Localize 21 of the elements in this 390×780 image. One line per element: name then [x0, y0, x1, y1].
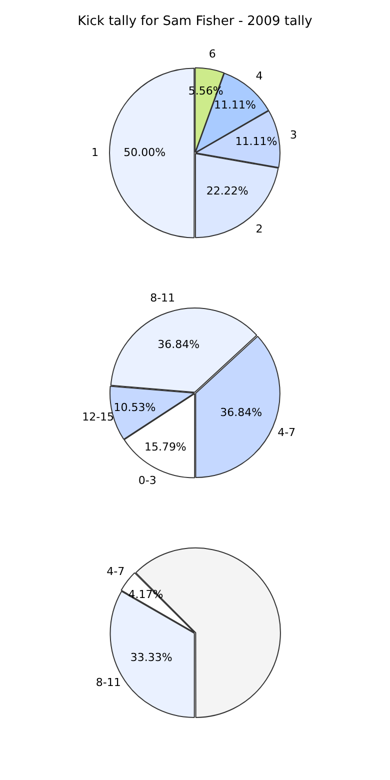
- slice-label: 3: [290, 128, 297, 142]
- slice-label: 8-11: [96, 676, 121, 689]
- data-label: 11.11%: [235, 135, 278, 148]
- data-label: 36.84%: [220, 406, 262, 420]
- data-label: 10.53%: [114, 401, 156, 414]
- data-label: 11.11%: [214, 98, 256, 112]
- data-label: 22.22%: [206, 184, 248, 198]
- data-label: 36.84%: [158, 338, 200, 352]
- slice-label: 4-7: [278, 426, 296, 440]
- slice-label: 0-3: [138, 474, 156, 487]
- slice-label: 4-7: [106, 564, 125, 578]
- slice-label: 4: [256, 69, 263, 82]
- chart-title: Kick tally for Sam Fisher - 2009 tally: [76, 14, 314, 29]
- slice-label: 2: [256, 222, 263, 236]
- slice-label: 12-15: [82, 410, 114, 424]
- slice-label: 8-11: [150, 291, 176, 304]
- slice-label: 6: [208, 47, 216, 60]
- data-label: 33.33%: [130, 651, 172, 664]
- slice-label: 1: [92, 146, 98, 159]
- data-label: 50.00%: [124, 146, 166, 159]
- data-label: 15.79%: [144, 440, 186, 454]
